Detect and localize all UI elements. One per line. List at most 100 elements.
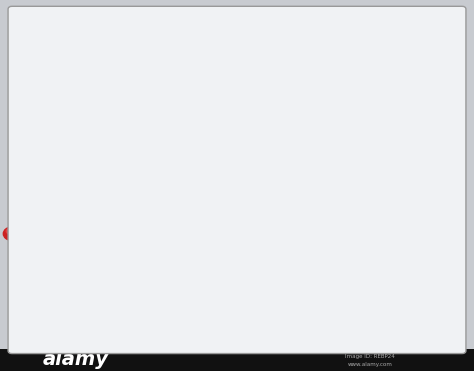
Circle shape [149,240,158,247]
Circle shape [106,234,116,242]
Circle shape [290,234,296,239]
Circle shape [41,236,58,250]
Circle shape [6,229,13,234]
Text: H: H [383,109,391,119]
Circle shape [130,227,139,234]
Circle shape [89,240,96,245]
Circle shape [42,217,52,225]
Circle shape [335,221,357,239]
Text: O: O [218,148,228,162]
Circle shape [303,239,313,246]
Circle shape [391,234,398,239]
Circle shape [191,245,201,253]
Circle shape [126,225,149,243]
Circle shape [67,52,73,57]
Circle shape [129,209,146,222]
Text: H: H [180,205,190,218]
Circle shape [64,229,73,236]
Circle shape [338,223,348,230]
Text: alamy: alamy [43,350,109,370]
Circle shape [300,237,322,255]
Circle shape [65,212,72,217]
Text: O: O [92,115,103,128]
Text: HO: HO [28,132,49,146]
Circle shape [44,238,51,243]
Circle shape [132,210,138,215]
Text: H: H [358,96,367,106]
Circle shape [340,211,347,216]
Text: H: H [110,203,121,216]
Circle shape [337,301,355,314]
Circle shape [391,279,398,284]
Text: H: H [85,115,96,128]
Text: OH: OH [104,204,125,217]
Text: O: O [35,132,45,145]
Circle shape [335,284,357,302]
Circle shape [18,227,28,234]
Text: O: O [104,205,115,218]
Circle shape [287,232,304,246]
Circle shape [102,232,125,250]
Circle shape [20,210,27,215]
Circle shape [287,278,304,291]
Text: www.alamy.com: www.alamy.com [347,362,392,367]
Circle shape [170,232,180,240]
Circle shape [388,232,405,246]
Circle shape [21,32,28,37]
Text: O: O [402,93,412,107]
Circle shape [35,57,41,62]
Circle shape [303,270,313,278]
Text: H: H [27,132,38,145]
Circle shape [151,260,157,265]
Circle shape [338,286,348,293]
Circle shape [3,227,20,240]
Circle shape [188,243,210,261]
Text: H: H [325,142,335,152]
Circle shape [169,214,186,227]
Circle shape [337,209,355,223]
Circle shape [39,38,56,51]
Bar [0,349,474,371]
Circle shape [300,269,322,286]
Circle shape [290,279,296,284]
Text: OH: OH [319,43,337,53]
Text: O: O [102,203,112,216]
Text: Glucose: Glucose [115,18,283,60]
Circle shape [337,203,355,216]
Text: H: H [337,96,347,106]
Circle shape [38,216,61,233]
Circle shape [60,227,82,244]
Circle shape [191,264,208,278]
Circle shape [87,219,97,227]
Circle shape [172,216,179,221]
Text: Image ID: REBP24: Image ID: REBP24 [345,354,394,359]
Circle shape [370,269,392,286]
Text: H: H [411,93,420,103]
Circle shape [374,270,383,278]
Text: CH: CH [300,43,316,53]
Circle shape [18,209,35,222]
Text: O: O [404,93,414,103]
Text: 2: 2 [315,45,320,54]
Text: H: H [281,109,289,119]
Circle shape [145,238,168,256]
Text: O: O [319,142,328,152]
Text: O: O [172,205,182,218]
Circle shape [374,239,383,246]
Circle shape [148,259,165,272]
Text: O: O [280,108,289,117]
Circle shape [193,266,200,271]
Text: H: H [226,148,236,162]
Circle shape [15,225,37,243]
Text: O: O [185,153,196,166]
Text: O: O [319,43,328,53]
Text: H: H [28,132,39,146]
Circle shape [370,237,392,255]
Text: H: H [281,75,289,85]
Circle shape [83,217,106,235]
Circle shape [388,278,405,291]
Text: H: H [273,108,283,117]
Circle shape [86,238,103,252]
Circle shape [340,302,347,307]
Circle shape [63,210,80,224]
